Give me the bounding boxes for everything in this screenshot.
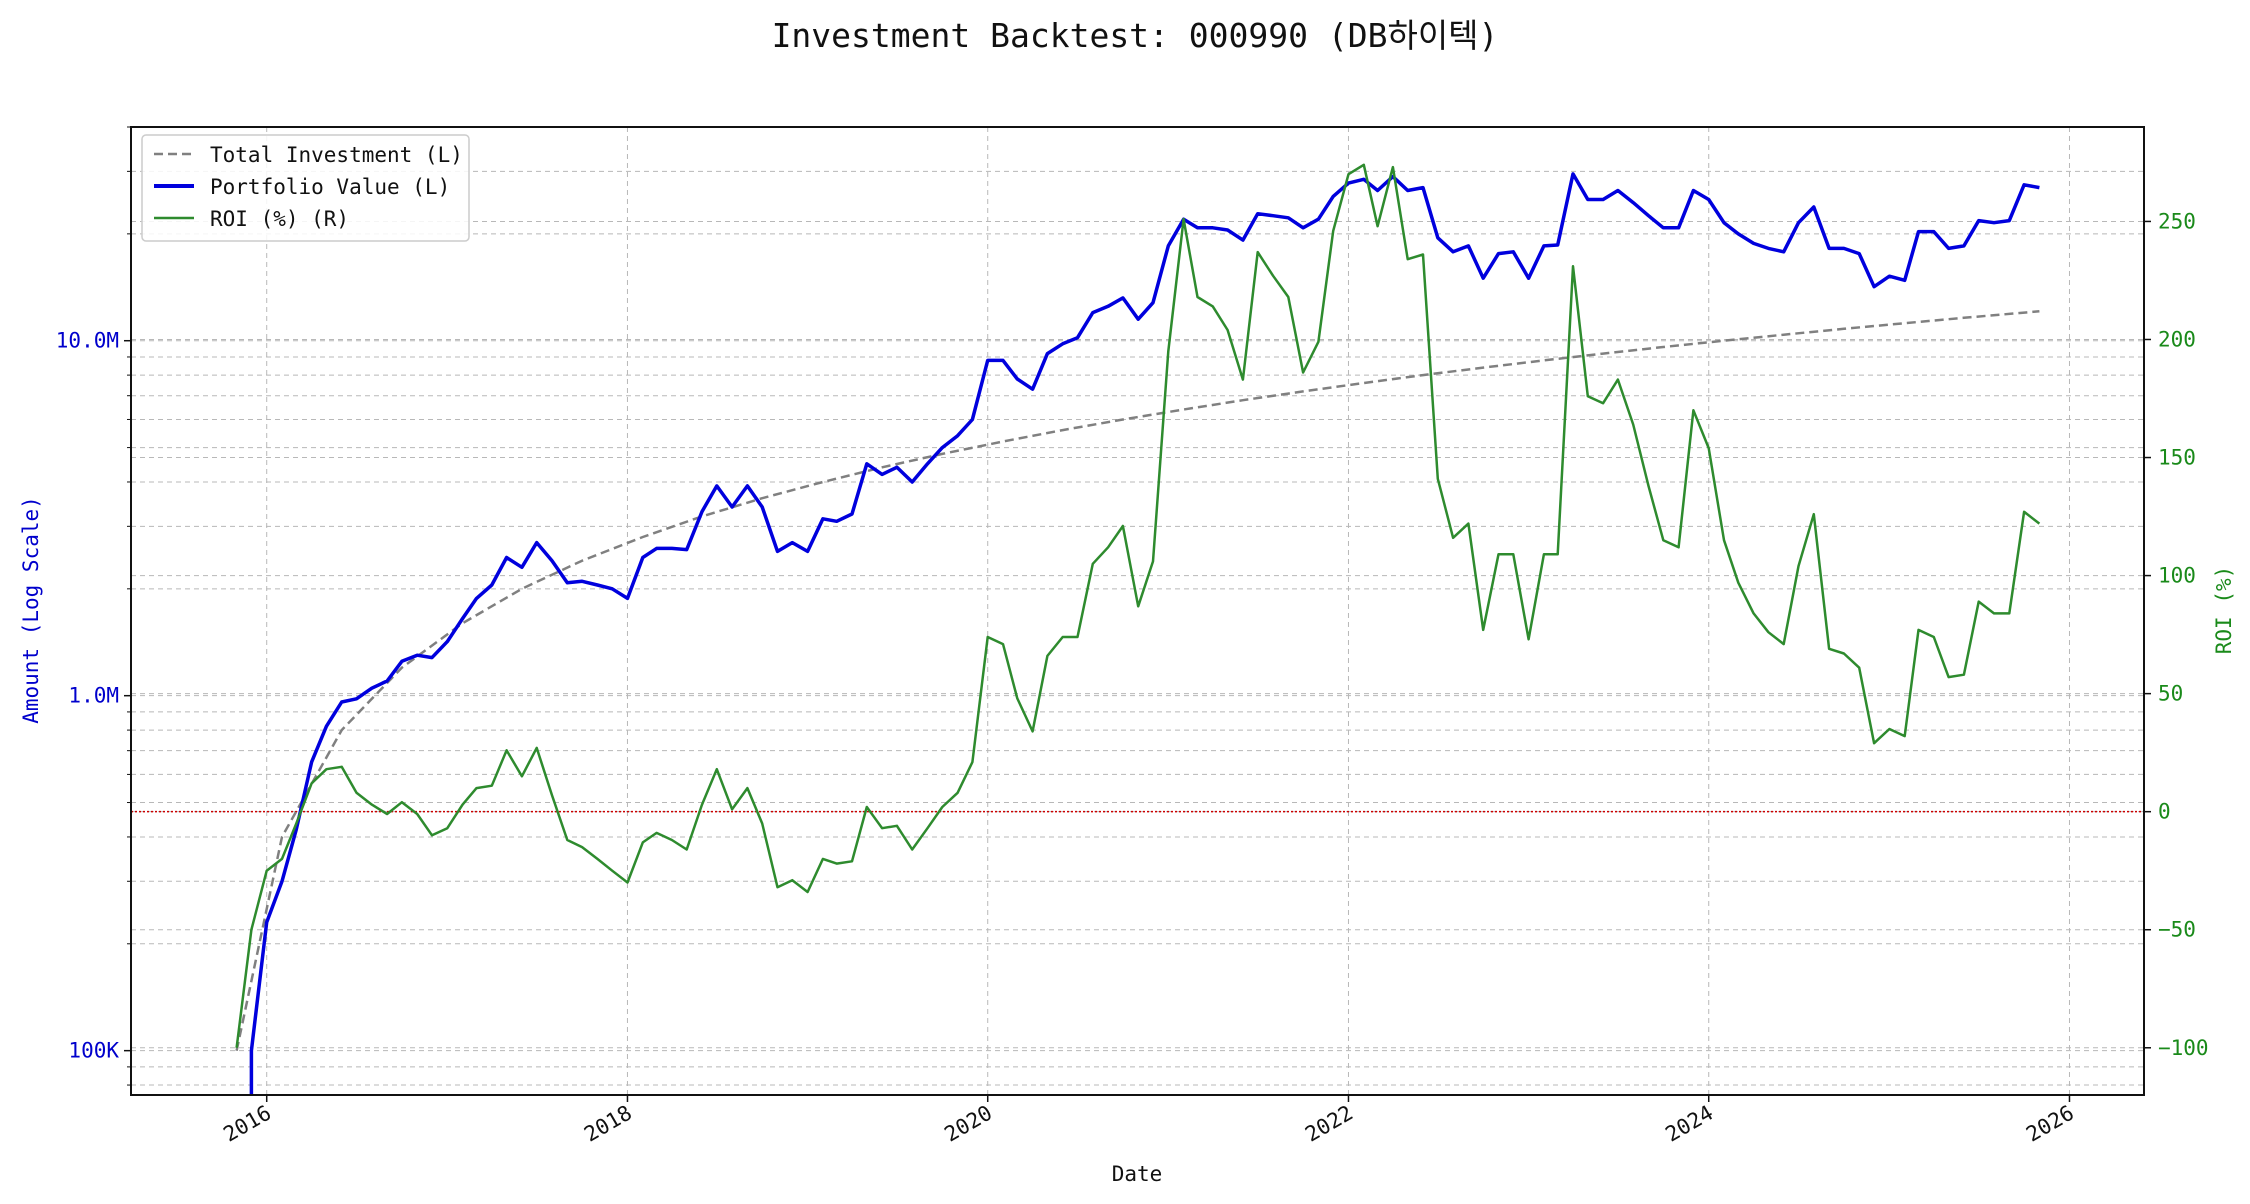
plot-area-frame	[130, 126, 2145, 1096]
legend-box	[141, 134, 470, 242]
right-axis-label: ROI (%)	[2212, 566, 2236, 655]
legend: Total Investment (L) Portfolio Value (L)…	[141, 134, 470, 242]
left-tick-label: 1.0M	[68, 684, 119, 708]
series-roi-line	[235, 163, 2041, 1048]
legend-label-roi: ROI (%) (R)	[210, 207, 349, 231]
legend-label-total-investment: Total Investment (L)	[210, 143, 463, 167]
left-tick-label: 100K	[68, 1039, 119, 1063]
legend-label-portfolio-value: Portfolio Value (L)	[210, 175, 450, 199]
right-tick-label: 150	[2158, 446, 2196, 470]
right-tick-label: 100	[2158, 564, 2196, 588]
right-tick-label: 250	[2158, 209, 2196, 233]
right-tick-label: 0	[2158, 800, 2171, 824]
right-axis: −100 −50 0 50 100 150 200 250	[2144, 209, 2209, 1060]
series-group	[235, 163, 2041, 1095]
series-total-investment-line	[235, 310, 2040, 1051]
right-tick-label: 50	[2158, 682, 2183, 706]
left-axis-label: Amount (Log Scale)	[19, 496, 43, 724]
grid	[131, 126, 2144, 1095]
right-tick-label: −100	[2158, 1036, 2209, 1060]
series-portfolio-value-line	[249, 172, 2040, 1095]
left-tick-label: 10.0M	[56, 329, 119, 353]
right-tick-label: 200	[2158, 327, 2196, 351]
chart-title: Investment Backtest: 000990 (DB하이텍)	[772, 16, 1499, 55]
x-axis-label: Date	[1112, 1162, 1163, 1186]
right-tick-label: −50	[2158, 918, 2196, 942]
left-axis: 100K 1.0M 10.0M	[56, 126, 131, 1086]
